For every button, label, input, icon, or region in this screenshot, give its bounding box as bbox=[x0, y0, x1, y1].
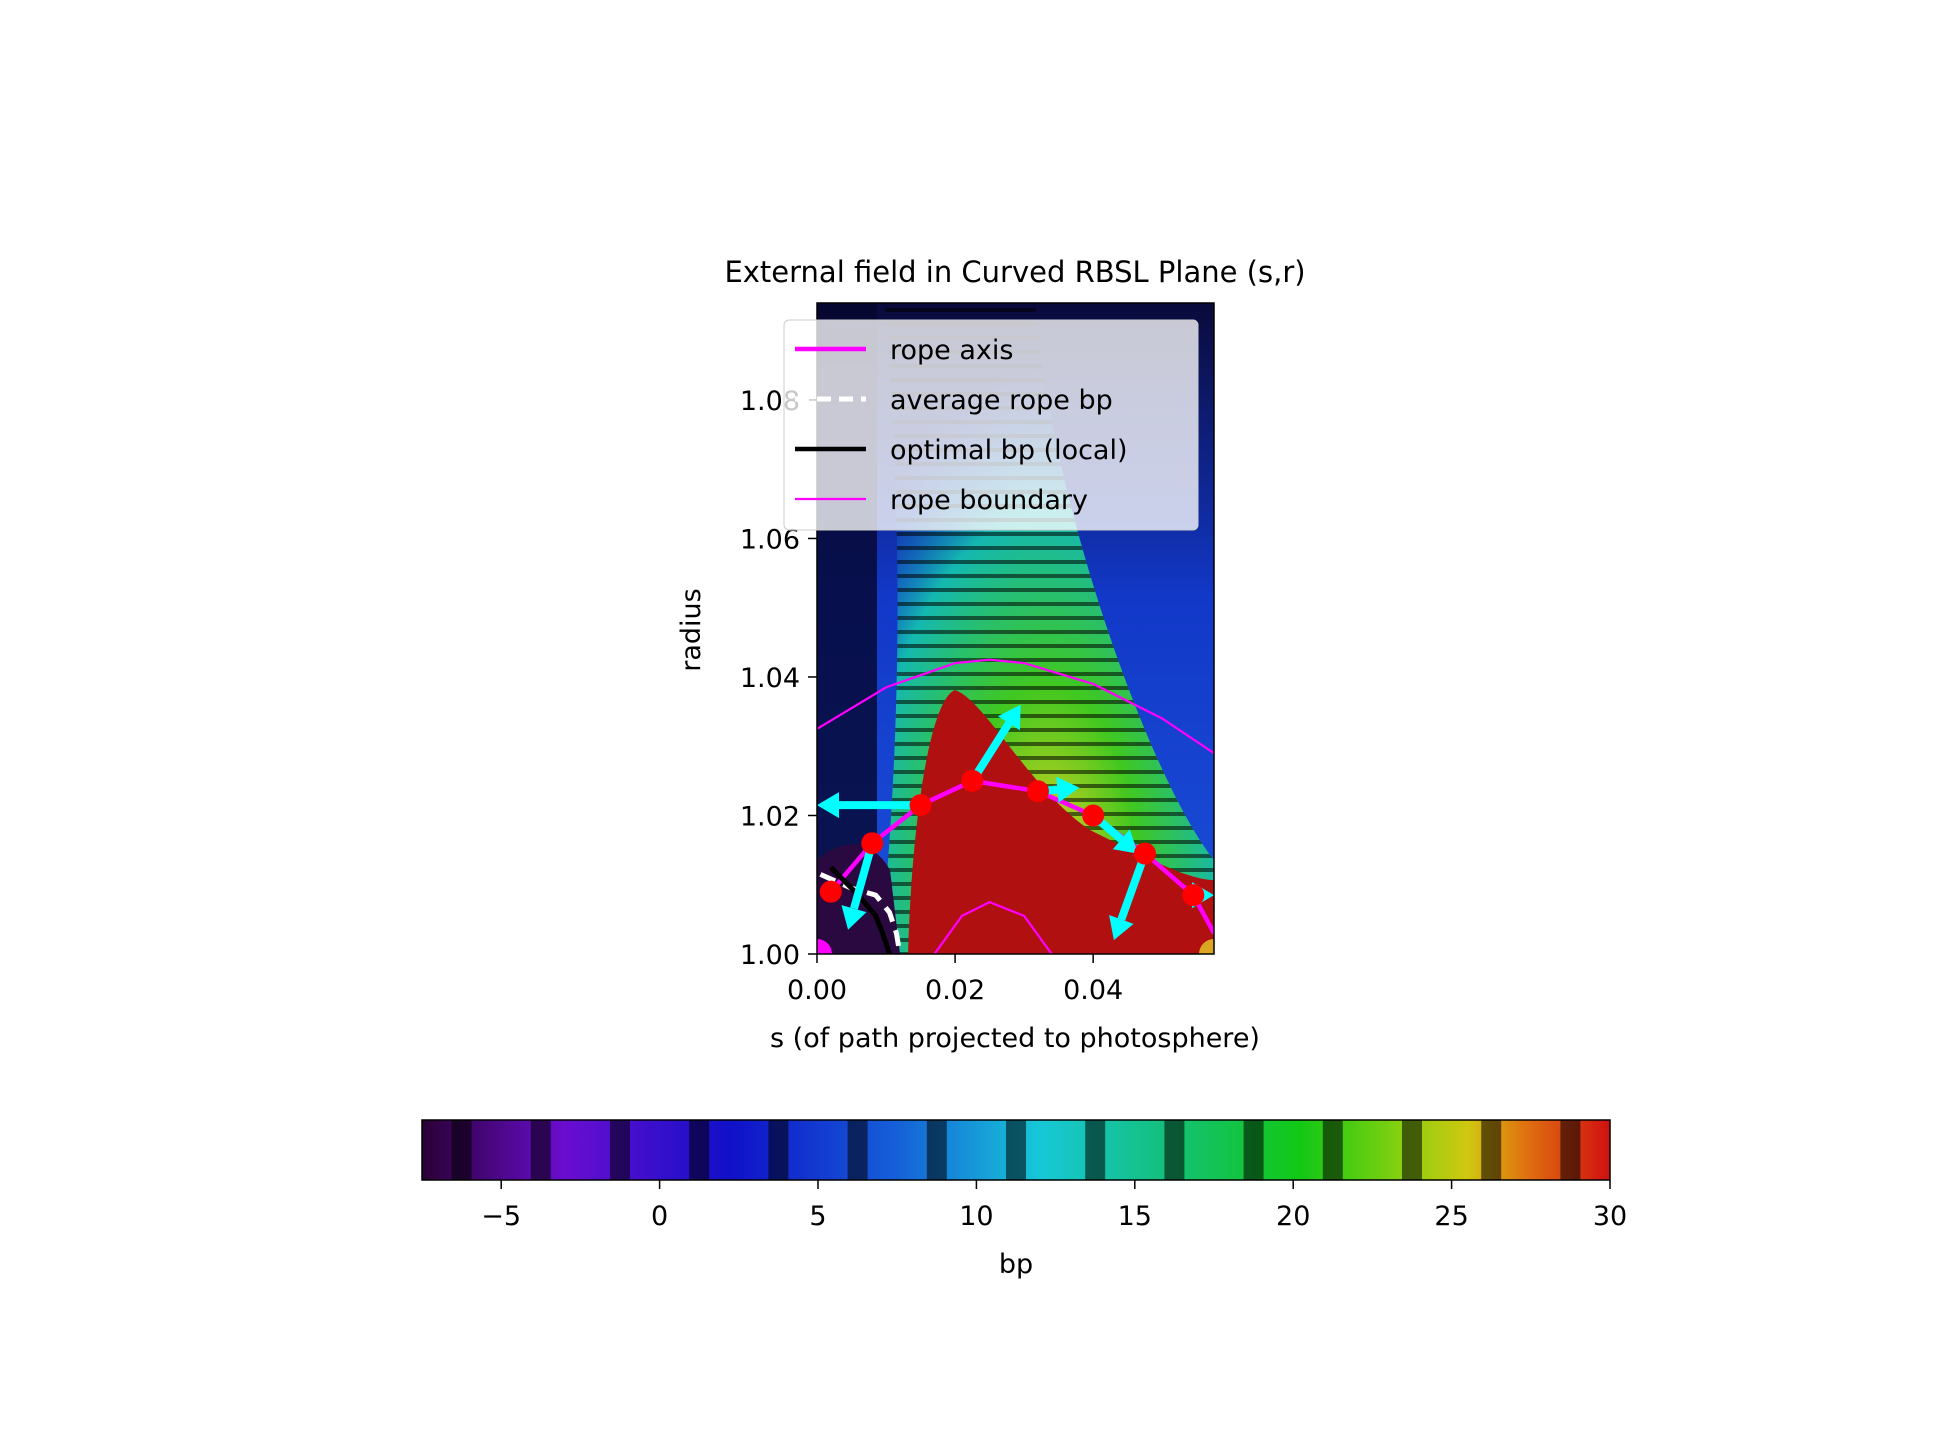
rope-point-marker-7 bbox=[1182, 884, 1205, 907]
legend-label-optimal-bp-local: optimal bp (local) bbox=[890, 435, 1128, 466]
series-line-rope-boundary-2 bbox=[933, 901, 1053, 954]
y-tick-label-2: 1.04 bbox=[740, 663, 800, 694]
rope-point-marker-6 bbox=[1133, 842, 1156, 865]
y-tick-label-1: 1.02 bbox=[740, 801, 800, 832]
series-line-rope-boundary-1 bbox=[817, 658, 1214, 755]
colorbar-band-3 bbox=[689, 1120, 710, 1180]
colorbar-tick-label-1: 0 bbox=[651, 1201, 668, 1232]
colorbar-banding bbox=[451, 1120, 1581, 1180]
vector-arrow-head-4 bbox=[1112, 829, 1139, 854]
vector-arrow-head-3 bbox=[1056, 776, 1080, 803]
colorbar-band-7 bbox=[1006, 1120, 1026, 1180]
x-axis: 0.00 0.02 0.04 bbox=[787, 954, 1123, 1006]
footpoint-marker-0 bbox=[817, 939, 832, 954]
colorbar-band-4 bbox=[768, 1120, 789, 1180]
series-line-optimal-bp-local-4 bbox=[829, 865, 892, 954]
x-axis-label: s (of path projected to photosphere) bbox=[770, 1023, 1260, 1054]
vector-arrow-head-1 bbox=[817, 792, 839, 819]
colorbar-ticks: −5 0 5 10 15 20 25 30 bbox=[481, 1180, 1627, 1232]
colorbar-band-10 bbox=[1243, 1120, 1264, 1180]
colorbar-band-1 bbox=[530, 1120, 551, 1180]
vector-arrow-head-2 bbox=[997, 704, 1021, 731]
y-axis-label: radius bbox=[676, 588, 707, 671]
legend-label-rope-boundary: rope boundary bbox=[890, 485, 1088, 516]
colorbar-band-13 bbox=[1481, 1120, 1502, 1180]
legend-label-rope-axis: rope axis bbox=[890, 335, 1013, 366]
vector-arrow-head-0 bbox=[841, 905, 867, 930]
colorbar-tick-label-0: −5 bbox=[481, 1201, 521, 1232]
colorbar-tick-label-3: 10 bbox=[959, 1201, 993, 1232]
colorbar-tick-label-7: 30 bbox=[1593, 1201, 1627, 1232]
vector-arrow-shaft-5 bbox=[1117, 852, 1149, 921]
colorbar-band-11 bbox=[1322, 1120, 1343, 1180]
colorbar: −5 0 5 10 15 20 25 30 bp bbox=[421, 1119, 1627, 1280]
vector-arrow-shaft-0 bbox=[850, 842, 877, 910]
colorbar-tick-label-5: 20 bbox=[1276, 1201, 1310, 1232]
rope-point-marker-4 bbox=[1026, 780, 1049, 803]
colorbar-band-6 bbox=[926, 1120, 947, 1180]
colorbar-tick-label-2: 5 bbox=[809, 1201, 826, 1232]
legend: rope axis average rope bp optimal bp (loca… bbox=[783, 319, 1199, 531]
colorbar-band-8 bbox=[1085, 1120, 1106, 1180]
colorbar-band-9 bbox=[1164, 1120, 1185, 1180]
rope-point-marker-0 bbox=[819, 880, 842, 903]
plot-frame bbox=[816, 302, 1215, 955]
legend-box bbox=[783, 319, 1199, 531]
chart-title: External field in Curved RBSL Plane (s,r… bbox=[724, 255, 1305, 289]
colorbar-band-0 bbox=[451, 1120, 472, 1180]
colorbar-label: bp bbox=[999, 1249, 1033, 1280]
footpoint-marker-1 bbox=[1199, 939, 1214, 954]
vector-arrow-head-5 bbox=[1109, 915, 1134, 941]
marker-layer bbox=[817, 769, 1214, 954]
vector-arrow-shaft-2 bbox=[968, 721, 1013, 784]
rope-point-marker-5 bbox=[1082, 804, 1105, 827]
rope-point-marker-3 bbox=[961, 769, 984, 792]
x-tick-label-1: 0.02 bbox=[925, 975, 985, 1006]
colorbar-tick-label-6: 25 bbox=[1434, 1201, 1468, 1232]
legend-label-average-rope-bp: average rope bp bbox=[890, 385, 1113, 416]
x-tick-label-2: 0.04 bbox=[1063, 975, 1123, 1006]
rope-point-marker-2 bbox=[909, 794, 932, 817]
y-tick-label-0: 1.00 bbox=[740, 940, 800, 971]
colorbar-band-5 bbox=[847, 1120, 868, 1180]
x-tick-label-0: 0.00 bbox=[787, 975, 847, 1006]
rope-point-marker-1 bbox=[861, 832, 884, 855]
colorbar-band-2 bbox=[610, 1120, 630, 1180]
colorbar-band-14 bbox=[1560, 1120, 1581, 1180]
colorbar-band-12 bbox=[1402, 1120, 1422, 1180]
colorbar-tick-label-4: 15 bbox=[1118, 1201, 1152, 1232]
colorbar-frame bbox=[421, 1119, 1611, 1181]
